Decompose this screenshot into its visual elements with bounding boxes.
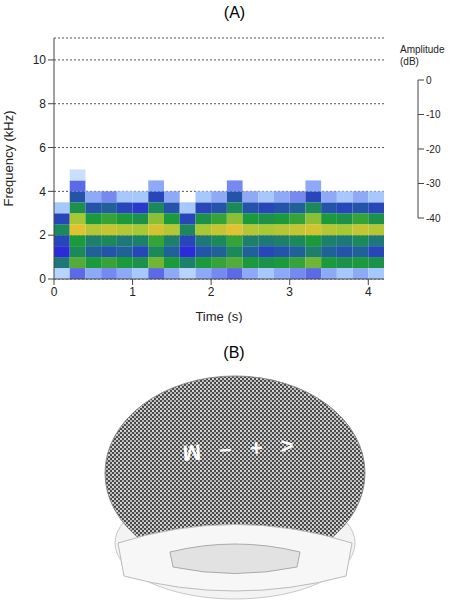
svg-text:-40: -40	[426, 213, 441, 224]
svg-text:-20: -20	[426, 144, 441, 155]
svg-text:3: 3	[286, 285, 293, 299]
html-text:Amplitude: Amplitude	[400, 44, 445, 55]
svg-text:(B): (B)	[223, 344, 244, 361]
svg-text:6: 6	[39, 141, 46, 155]
svg-text:8: 8	[39, 97, 46, 111]
svg-text:4: 4	[365, 285, 372, 299]
svg-text:10: 10	[33, 53, 47, 67]
html-text:(A): (A)	[223, 4, 246, 21]
svg-text:2: 2	[39, 228, 46, 242]
svg-text:0: 0	[51, 285, 58, 299]
svg-text:2: 2	[208, 285, 215, 299]
svg-text:Frequency (kHz): Frequency (kHz)	[2, 110, 16, 206]
svg-text:4: 4	[39, 185, 46, 199]
svg-text:-30: -30	[426, 178, 441, 189]
html-text:(dB): (dB)	[400, 56, 419, 67]
svg-text:0: 0	[39, 272, 46, 286]
svg-text:0: 0	[426, 75, 432, 86]
svg-text:-10: -10	[426, 109, 441, 120]
svg-text:Time (s): Time (s)	[195, 309, 242, 323]
svg-text:1: 1	[129, 285, 136, 299]
svg-text:< + − M: < + − M	[176, 433, 295, 466]
